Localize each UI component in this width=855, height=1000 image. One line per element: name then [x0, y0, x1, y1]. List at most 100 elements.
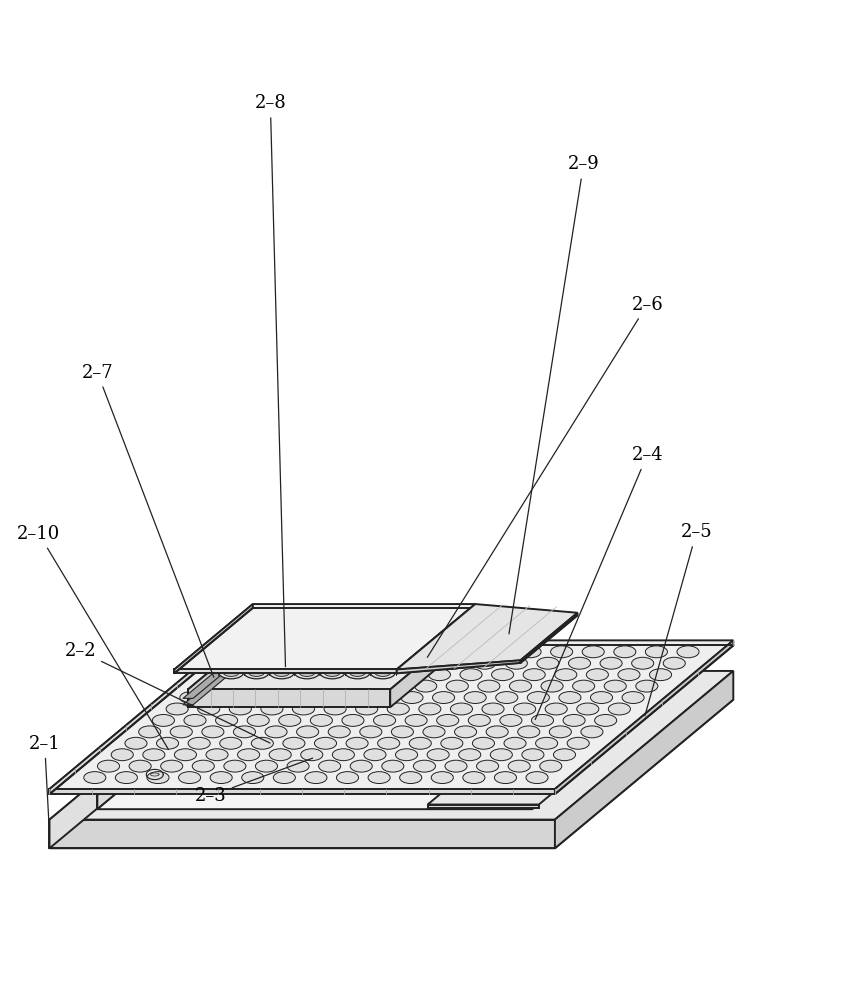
Ellipse shape [129, 760, 151, 772]
Ellipse shape [392, 646, 415, 658]
Ellipse shape [292, 653, 308, 662]
Polygon shape [510, 702, 619, 725]
Ellipse shape [360, 726, 382, 738]
Polygon shape [428, 680, 689, 805]
Ellipse shape [486, 726, 508, 738]
Ellipse shape [218, 665, 244, 679]
Ellipse shape [460, 669, 482, 681]
Ellipse shape [563, 714, 585, 726]
Ellipse shape [663, 657, 686, 669]
Ellipse shape [367, 653, 384, 662]
Ellipse shape [274, 692, 297, 703]
Ellipse shape [582, 646, 604, 658]
Ellipse shape [306, 692, 328, 703]
Polygon shape [50, 700, 734, 848]
Ellipse shape [166, 703, 188, 715]
Ellipse shape [258, 638, 275, 647]
Ellipse shape [229, 703, 251, 715]
Ellipse shape [428, 669, 451, 681]
Ellipse shape [604, 680, 626, 692]
Polygon shape [467, 761, 548, 775]
Ellipse shape [292, 703, 315, 715]
Ellipse shape [514, 703, 535, 715]
Ellipse shape [198, 703, 220, 715]
Ellipse shape [244, 665, 269, 679]
Ellipse shape [270, 669, 292, 681]
Ellipse shape [304, 635, 330, 649]
Ellipse shape [622, 692, 644, 703]
Ellipse shape [320, 680, 342, 692]
Text: 2–4: 2–4 [535, 446, 663, 720]
Ellipse shape [179, 772, 201, 784]
Ellipse shape [441, 737, 463, 749]
Ellipse shape [415, 680, 437, 692]
Ellipse shape [405, 714, 428, 726]
Ellipse shape [294, 665, 320, 679]
Polygon shape [188, 630, 259, 707]
Ellipse shape [397, 669, 419, 681]
Ellipse shape [410, 638, 427, 647]
Polygon shape [188, 689, 390, 707]
Ellipse shape [577, 703, 598, 715]
Ellipse shape [446, 680, 469, 692]
Ellipse shape [492, 669, 514, 681]
Ellipse shape [451, 703, 473, 715]
Ellipse shape [342, 653, 358, 662]
Ellipse shape [115, 772, 138, 784]
Ellipse shape [392, 726, 414, 738]
Ellipse shape [288, 680, 310, 692]
Ellipse shape [274, 668, 290, 676]
Ellipse shape [316, 653, 333, 662]
Ellipse shape [298, 668, 315, 676]
Ellipse shape [301, 749, 323, 761]
Ellipse shape [476, 760, 498, 772]
Ellipse shape [478, 680, 500, 692]
Polygon shape [591, 702, 619, 739]
Ellipse shape [310, 714, 333, 726]
Ellipse shape [614, 646, 636, 658]
Ellipse shape [569, 657, 591, 669]
Ellipse shape [555, 669, 577, 681]
Ellipse shape [496, 692, 518, 703]
Ellipse shape [161, 760, 183, 772]
Ellipse shape [286, 650, 312, 664]
Ellipse shape [248, 668, 265, 676]
Polygon shape [397, 608, 577, 673]
Ellipse shape [540, 760, 562, 772]
Polygon shape [97, 795, 532, 809]
Polygon shape [548, 737, 576, 775]
Polygon shape [50, 820, 555, 848]
Polygon shape [510, 725, 591, 739]
Ellipse shape [215, 714, 238, 726]
Ellipse shape [581, 726, 603, 738]
Ellipse shape [351, 680, 374, 692]
Text: 2–10: 2–10 [17, 525, 168, 749]
Ellipse shape [567, 737, 589, 749]
Ellipse shape [320, 665, 345, 679]
Ellipse shape [338, 650, 363, 664]
Ellipse shape [256, 760, 278, 772]
Ellipse shape [505, 657, 528, 669]
Ellipse shape [297, 726, 319, 738]
Ellipse shape [388, 650, 413, 664]
Ellipse shape [252, 657, 274, 669]
Ellipse shape [385, 638, 402, 647]
Ellipse shape [315, 657, 338, 669]
Polygon shape [50, 789, 555, 794]
Ellipse shape [324, 703, 346, 715]
Ellipse shape [221, 657, 243, 669]
Ellipse shape [406, 635, 431, 649]
Ellipse shape [365, 669, 387, 681]
Ellipse shape [242, 772, 264, 784]
Ellipse shape [356, 703, 378, 715]
Ellipse shape [223, 668, 239, 676]
Ellipse shape [437, 714, 459, 726]
Polygon shape [532, 667, 686, 809]
Ellipse shape [370, 665, 396, 679]
Ellipse shape [188, 737, 210, 749]
Ellipse shape [236, 650, 262, 664]
Ellipse shape [360, 638, 376, 647]
Polygon shape [477, 707, 559, 779]
Polygon shape [467, 737, 576, 761]
Polygon shape [50, 671, 734, 820]
